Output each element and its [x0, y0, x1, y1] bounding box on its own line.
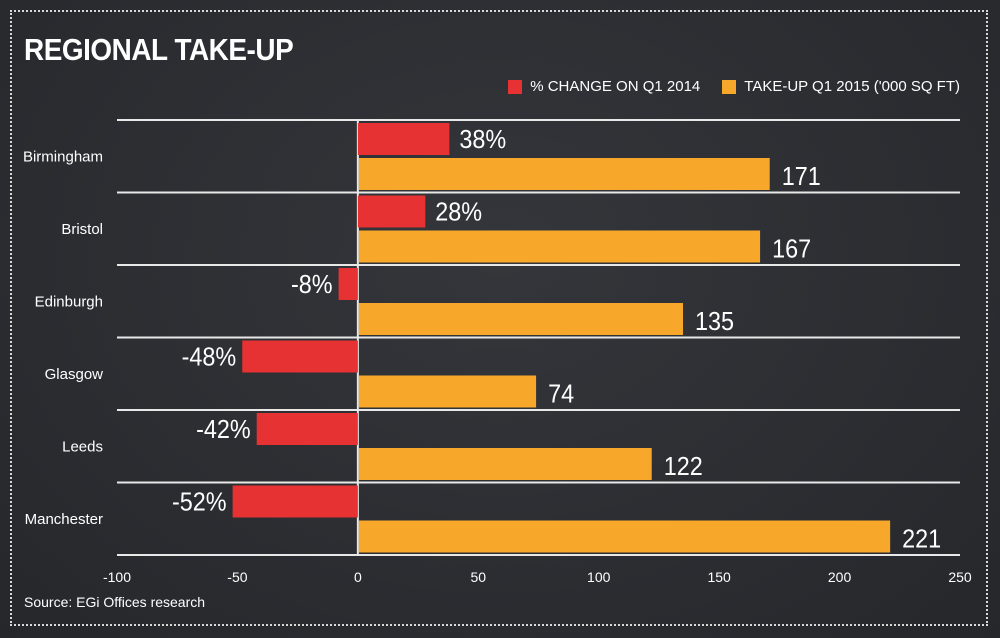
legend-swatch-takeup: [722, 79, 737, 94]
bar-change-leeds: [256, 413, 358, 445]
x-tick-label: -50: [227, 569, 247, 585]
data-label-takeup-edinburgh: 135: [695, 308, 734, 336]
category-label-bristol: Bristol: [61, 221, 103, 238]
x-tick-label: 0: [354, 569, 362, 585]
x-tick-label: 250: [948, 569, 972, 585]
data-label-change-bristol: 28%: [435, 198, 482, 226]
bar-change-glasgow: [242, 340, 358, 373]
x-tick-label: 150: [707, 569, 731, 585]
category-label-leeds: Leeds: [62, 438, 103, 455]
bar-takeup-birmingham: [358, 158, 770, 190]
bar-change-birmingham: [357, 123, 450, 155]
bar-change-bristol: [357, 195, 426, 228]
bar-takeup-manchester: [358, 520, 891, 553]
source-note: Source: EGi Offices research: [24, 594, 206, 610]
x-tick-label: 50: [470, 569, 486, 585]
data-label-takeup-bristol: 167: [772, 235, 811, 263]
data-label-change-edinburgh: -8%: [291, 271, 333, 299]
data-label-change-birmingham: 38%: [459, 126, 506, 154]
category-label-birmingham: Birmingham: [23, 148, 103, 165]
data-label-takeup-birmingham: 171: [782, 163, 821, 191]
bar-takeup-leeds: [358, 448, 652, 480]
chart-title: REGIONAL TAKE-UP: [24, 32, 294, 67]
legend: % CHANGE ON Q1 2014 TAKE-UP Q1 2015 ('00…: [508, 78, 960, 95]
bar-takeup-glasgow: [358, 375, 537, 408]
bar-change-manchester: [232, 485, 358, 518]
legend-label-change: % CHANGE ON Q1 2014: [530, 78, 701, 95]
bar-change-edinburgh: [338, 268, 358, 300]
x-tick-label: 100: [587, 569, 611, 585]
data-label-change-leeds: -42%: [196, 416, 251, 444]
data-label-takeup-leeds: 122: [664, 453, 703, 481]
legend-item-change: % CHANGE ON Q1 2014: [508, 78, 700, 95]
legend-label-takeup: TAKE-UP Q1 2015 ('000 SQ FT): [744, 78, 960, 95]
data-label-change-manchester: -52%: [172, 488, 227, 516]
x-tick-label: -100: [103, 569, 131, 585]
data-label-takeup-glasgow: 74: [548, 380, 574, 408]
legend-item-takeup: TAKE-UP Q1 2015 ('000 SQ FT): [722, 78, 960, 95]
category-label-glasgow: Glasgow: [45, 366, 104, 383]
legend-swatch-change: [508, 79, 523, 94]
category-label-edinburgh: Edinburgh: [35, 293, 103, 310]
category-label-manchester: Manchester: [25, 511, 103, 528]
bar-takeup-edinburgh: [358, 303, 684, 335]
data-label-change-glasgow: -48%: [182, 343, 237, 371]
x-tick-label: 200: [828, 569, 852, 585]
data-label-takeup-manchester: 221: [902, 525, 941, 553]
bar-takeup-bristol: [358, 230, 761, 263]
